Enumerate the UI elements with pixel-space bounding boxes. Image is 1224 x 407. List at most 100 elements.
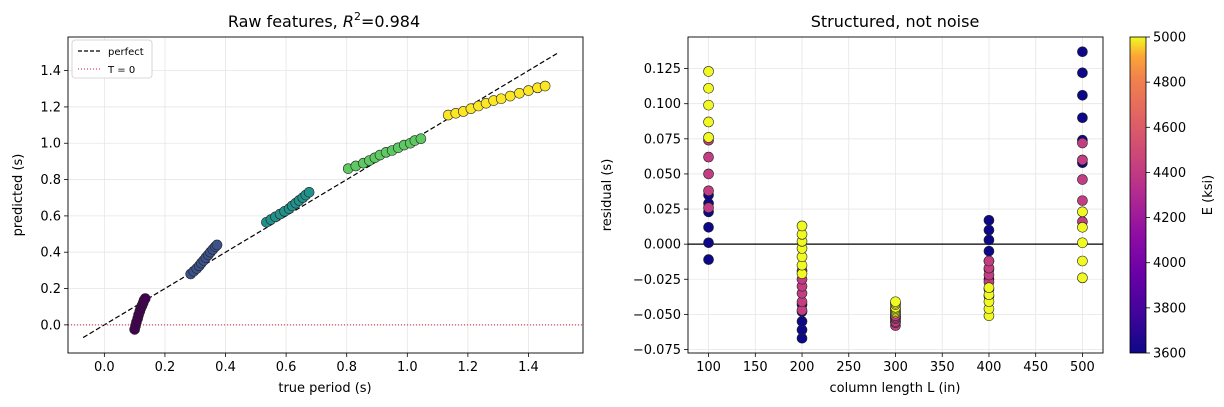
right-data-point	[1077, 112, 1088, 124]
left-data-point	[523, 85, 534, 96]
colorbar-tick-label: 5000	[1153, 31, 1186, 46]
left-y-tick-label: 0.8	[40, 173, 61, 188]
right-data-point	[983, 245, 995, 257]
colorbar-gradient	[1129, 36, 1147, 354]
left-data-point	[303, 186, 315, 198]
left-x-tick-label: 0.8	[336, 360, 357, 375]
left-data-point	[504, 90, 516, 102]
left-x-tick-label: 1.4	[518, 360, 539, 375]
left-y-tick-label: 1.2	[40, 100, 61, 115]
right-y-tick-label: 0.025	[644, 203, 681, 218]
legend-box	[71, 39, 153, 79]
right-data-point	[1077, 154, 1088, 166]
right-points	[703, 46, 1088, 344]
right-data-point	[1077, 174, 1088, 185]
left-data-point	[415, 133, 427, 145]
right-data-point	[1077, 137, 1088, 149]
right-data-point	[983, 224, 995, 236]
right-data-point	[983, 255, 995, 267]
right-y-tick-label: 0.100	[644, 97, 681, 112]
left-x-ticks: 0.0 0.2 0.4 0.6 0.8 1.0 1.2 1.4	[94, 353, 539, 375]
left-y-axis-label: predicted (s)	[11, 154, 26, 237]
right-title: Structured, not noise	[811, 12, 980, 31]
right-data-point	[1077, 206, 1088, 218]
left-grid	[68, 37, 583, 353]
right-data-point	[703, 66, 714, 77]
right-data-point	[703, 82, 714, 94]
right-data-point	[703, 151, 714, 163]
left-x-tick-label: 0.4	[215, 360, 236, 375]
legend: perfect T = 0	[71, 39, 153, 79]
left-reference-lines	[68, 51, 583, 339]
right-y-tick-label: −0.075	[633, 343, 681, 358]
right-data-point	[796, 316, 808, 327]
right-data-point	[703, 185, 714, 197]
right-data-point	[1077, 222, 1088, 233]
left-x-tick-label: 0.6	[276, 360, 297, 375]
colorbar: 3600 3800 4000 4200 4400 4600 4800 5000 E (ksi)	[1129, 31, 1216, 362]
left-data-point	[139, 293, 151, 304]
right-x-tick-label: 250	[836, 360, 861, 375]
left-y-ticks: 0.0 0.2 0.4 0.6 0.8 1.0 1.2 1.4	[40, 64, 68, 333]
right-data-point	[703, 99, 714, 111]
right-data-point	[1077, 46, 1088, 58]
left-data-point	[539, 80, 551, 92]
right-y-tick-label: 0.075	[644, 132, 681, 147]
right-x-tick-label: 400	[977, 360, 1002, 375]
right-x-tick-label: 450	[1023, 360, 1048, 375]
colorbar-tick-label: 4600	[1153, 121, 1186, 136]
right-data-point	[703, 116, 714, 128]
right-data-point	[703, 202, 714, 213]
left-x-tick-label: 1.0	[397, 360, 418, 375]
left-y-tick-label: 0.6	[40, 209, 61, 224]
colorbar-tick-label: 4400	[1153, 166, 1186, 181]
right-y-tick-label: −0.050	[633, 308, 681, 323]
left-title: Raw features, R2=0.984	[228, 10, 420, 31]
right-x-tick-label: 300	[883, 360, 908, 375]
right-x-ticks: 100 150 200 250 300 350 400 450 500	[696, 353, 1095, 375]
right-data-point	[703, 254, 714, 265]
left-data-point	[495, 93, 507, 105]
left-panel: Raw features, R2=0.984 0.0 0.2 0.4 0.6 0.8 1.…	[11, 10, 584, 396]
right-data-point	[983, 214, 995, 226]
right-data-point	[796, 220, 808, 232]
right-y-axis-label: residual (s)	[600, 159, 615, 232]
right-data-point	[1077, 255, 1088, 267]
left-y-tick-label: 0.0	[40, 318, 61, 333]
colorbar-label: E (ksi)	[1201, 175, 1216, 215]
legend-zero-label: T = 0	[107, 65, 135, 76]
right-data-point	[703, 132, 714, 143]
right-y-tick-label: 0.000	[644, 238, 681, 253]
right-data-point	[1077, 272, 1088, 284]
left-x-axis-label: true period (s)	[278, 381, 371, 396]
left-y-tick-label: 1.0	[40, 137, 61, 152]
colorbar-tick-label: 3600	[1153, 347, 1186, 362]
right-x-tick-label: 150	[743, 360, 768, 375]
right-data-point	[890, 296, 901, 308]
right-x-tick-label: 200	[790, 360, 815, 375]
right-y-ticks: −0.075 −0.050 −0.025 0.000 0.025 0.050 0.075 0.…	[633, 62, 688, 358]
right-data-point	[1077, 89, 1088, 101]
right-data-point	[703, 222, 714, 233]
right-data-point	[1077, 67, 1088, 79]
right-data-point	[703, 237, 714, 249]
right-y-tick-label: 0.050	[644, 167, 681, 182]
right-y-tick-label: −0.025	[633, 273, 681, 288]
left-x-tick-label: 0.2	[155, 360, 176, 375]
legend-perfect-label: perfect	[108, 47, 144, 58]
right-data-point	[983, 234, 995, 246]
right-x-tick-label: 500	[1070, 360, 1095, 375]
left-points	[129, 80, 551, 335]
left-y-tick-label: 1.4	[40, 64, 61, 79]
right-x-tick-label: 100	[696, 360, 721, 375]
colorbar-tick-label: 4200	[1153, 211, 1186, 226]
perfect-line	[82, 51, 560, 339]
colorbar-tick-label: 4000	[1153, 256, 1186, 271]
left-x-tick-label: 0.0	[94, 360, 115, 375]
left-x-tick-label: 1.2	[458, 360, 479, 375]
right-data-point	[1077, 237, 1088, 249]
right-data-point	[1077, 195, 1088, 206]
left-data-point	[211, 239, 223, 251]
right-x-axis-label: column length L (in)	[830, 381, 961, 396]
